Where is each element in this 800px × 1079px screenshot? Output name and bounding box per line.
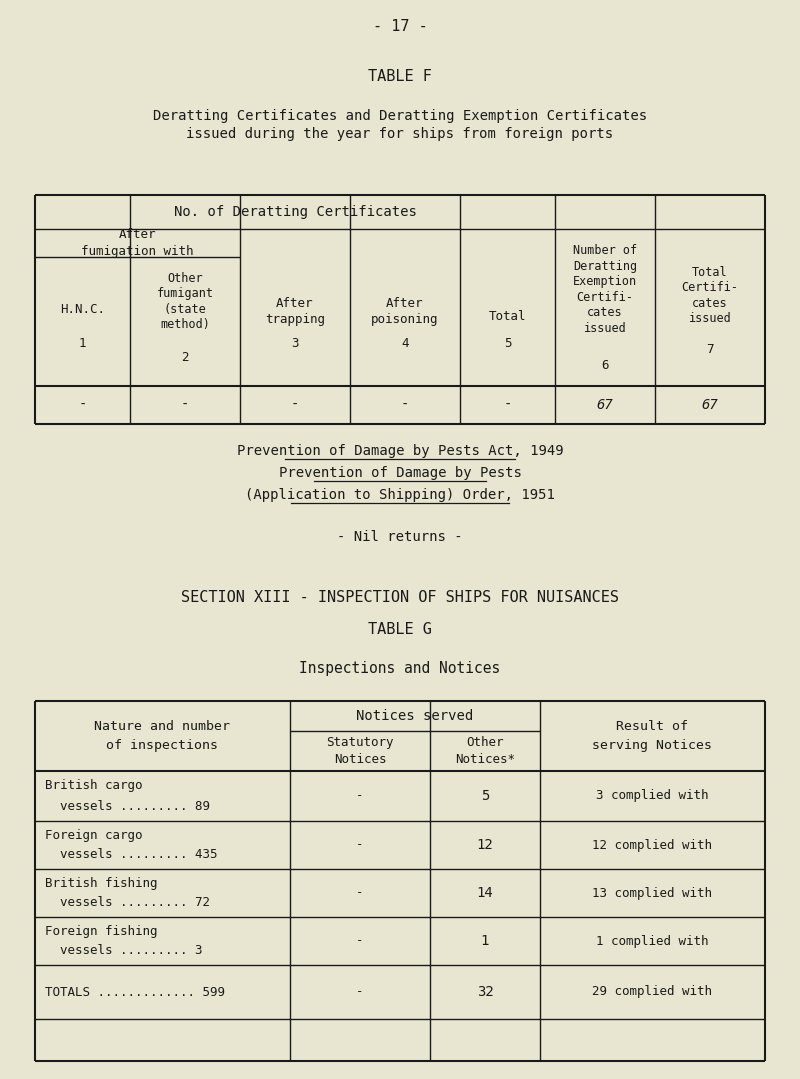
- Text: SECTION XIII - INSPECTION OF SHIPS FOR NUISANCES: SECTION XIII - INSPECTION OF SHIPS FOR N…: [181, 589, 619, 604]
- Text: TOTALS ............. 599: TOTALS ............. 599: [45, 985, 225, 998]
- Text: Prevention of Damage by Pests Act, 1949: Prevention of Damage by Pests Act, 1949: [237, 443, 563, 457]
- Text: TABLE G: TABLE G: [368, 623, 432, 638]
- Text: vessels ......... 72: vessels ......... 72: [45, 897, 210, 910]
- Text: 3 complied with: 3 complied with: [596, 790, 709, 803]
- Text: No. of Deratting Certificates: No. of Deratting Certificates: [174, 205, 417, 219]
- Text: 6: 6: [602, 359, 609, 372]
- Text: - 17 -: - 17 -: [373, 19, 427, 35]
- Text: vessels ......... 435: vessels ......... 435: [45, 848, 218, 861]
- Text: -: -: [356, 985, 364, 998]
- Text: 3: 3: [291, 337, 298, 350]
- Text: issued during the year for ships from foreign ports: issued during the year for ships from fo…: [186, 127, 614, 141]
- Text: Total
Certifi-
cates
issued: Total Certifi- cates issued: [682, 265, 738, 325]
- Text: Other
Notices*: Other Notices*: [455, 736, 515, 766]
- Text: Total: Total: [489, 310, 526, 323]
- Text: - Nil returns -: - Nil returns -: [337, 530, 463, 544]
- Text: 4: 4: [402, 337, 409, 350]
- Text: -: -: [78, 398, 86, 412]
- Text: -: -: [401, 398, 409, 412]
- Text: TABLE F: TABLE F: [368, 69, 432, 84]
- Text: 1 complied with: 1 complied with: [596, 934, 709, 947]
- Text: Notices served: Notices served: [356, 709, 474, 723]
- Text: 29 complied with: 29 complied with: [593, 985, 713, 998]
- Text: After
fumigation with: After fumigation with: [82, 228, 194, 258]
- Text: Prevention of Damage by Pests: Prevention of Damage by Pests: [278, 466, 522, 480]
- Text: 5: 5: [504, 337, 511, 350]
- Text: -: -: [503, 398, 512, 412]
- Text: 14: 14: [477, 886, 494, 900]
- Text: Foreign cargo: Foreign cargo: [45, 829, 142, 842]
- Text: 5: 5: [481, 789, 489, 803]
- Text: After
trapping: After trapping: [265, 297, 325, 326]
- Text: 2: 2: [182, 351, 189, 364]
- Text: Result of
serving Notices: Result of serving Notices: [593, 721, 713, 751]
- Text: vessels ......... 89: vessels ......... 89: [45, 800, 210, 812]
- Text: -: -: [356, 790, 364, 803]
- Text: Inspections and Notices: Inspections and Notices: [299, 661, 501, 677]
- Text: H.N.C.: H.N.C.: [60, 303, 105, 316]
- Text: -: -: [356, 838, 364, 851]
- Text: (Application to Shipping) Order, 1951: (Application to Shipping) Order, 1951: [245, 488, 555, 502]
- Text: -: -: [181, 398, 189, 412]
- Text: Deratting Certificates and Deratting Exemption Certificates: Deratting Certificates and Deratting Exe…: [153, 109, 647, 123]
- Text: 12 complied with: 12 complied with: [593, 838, 713, 851]
- Text: -: -: [291, 398, 299, 412]
- Text: -: -: [356, 934, 364, 947]
- Text: 32: 32: [477, 985, 494, 999]
- Text: 1: 1: [481, 934, 489, 948]
- Text: 67: 67: [702, 398, 718, 412]
- Text: After
poisoning: After poisoning: [371, 297, 438, 326]
- Text: -: -: [356, 887, 364, 900]
- Text: 13 complied with: 13 complied with: [593, 887, 713, 900]
- Text: Statutory
Notices: Statutory Notices: [326, 736, 394, 766]
- Text: Nature and number
of inspections: Nature and number of inspections: [94, 721, 230, 751]
- Text: British cargo: British cargo: [45, 779, 142, 792]
- Text: British fishing: British fishing: [45, 876, 158, 889]
- Text: vessels ......... 3: vessels ......... 3: [45, 944, 202, 957]
- Text: Other
fumigant
(state
method): Other fumigant (state method): [157, 272, 214, 331]
- Text: Number of
Deratting
Exemption
Certifi-
cates
issued: Number of Deratting Exemption Certifi- c…: [573, 244, 637, 334]
- Text: 1: 1: [78, 337, 86, 350]
- Text: 7: 7: [706, 343, 714, 356]
- Text: 67: 67: [597, 398, 614, 412]
- Text: 12: 12: [477, 838, 494, 852]
- Text: Foreign fishing: Foreign fishing: [45, 925, 158, 938]
